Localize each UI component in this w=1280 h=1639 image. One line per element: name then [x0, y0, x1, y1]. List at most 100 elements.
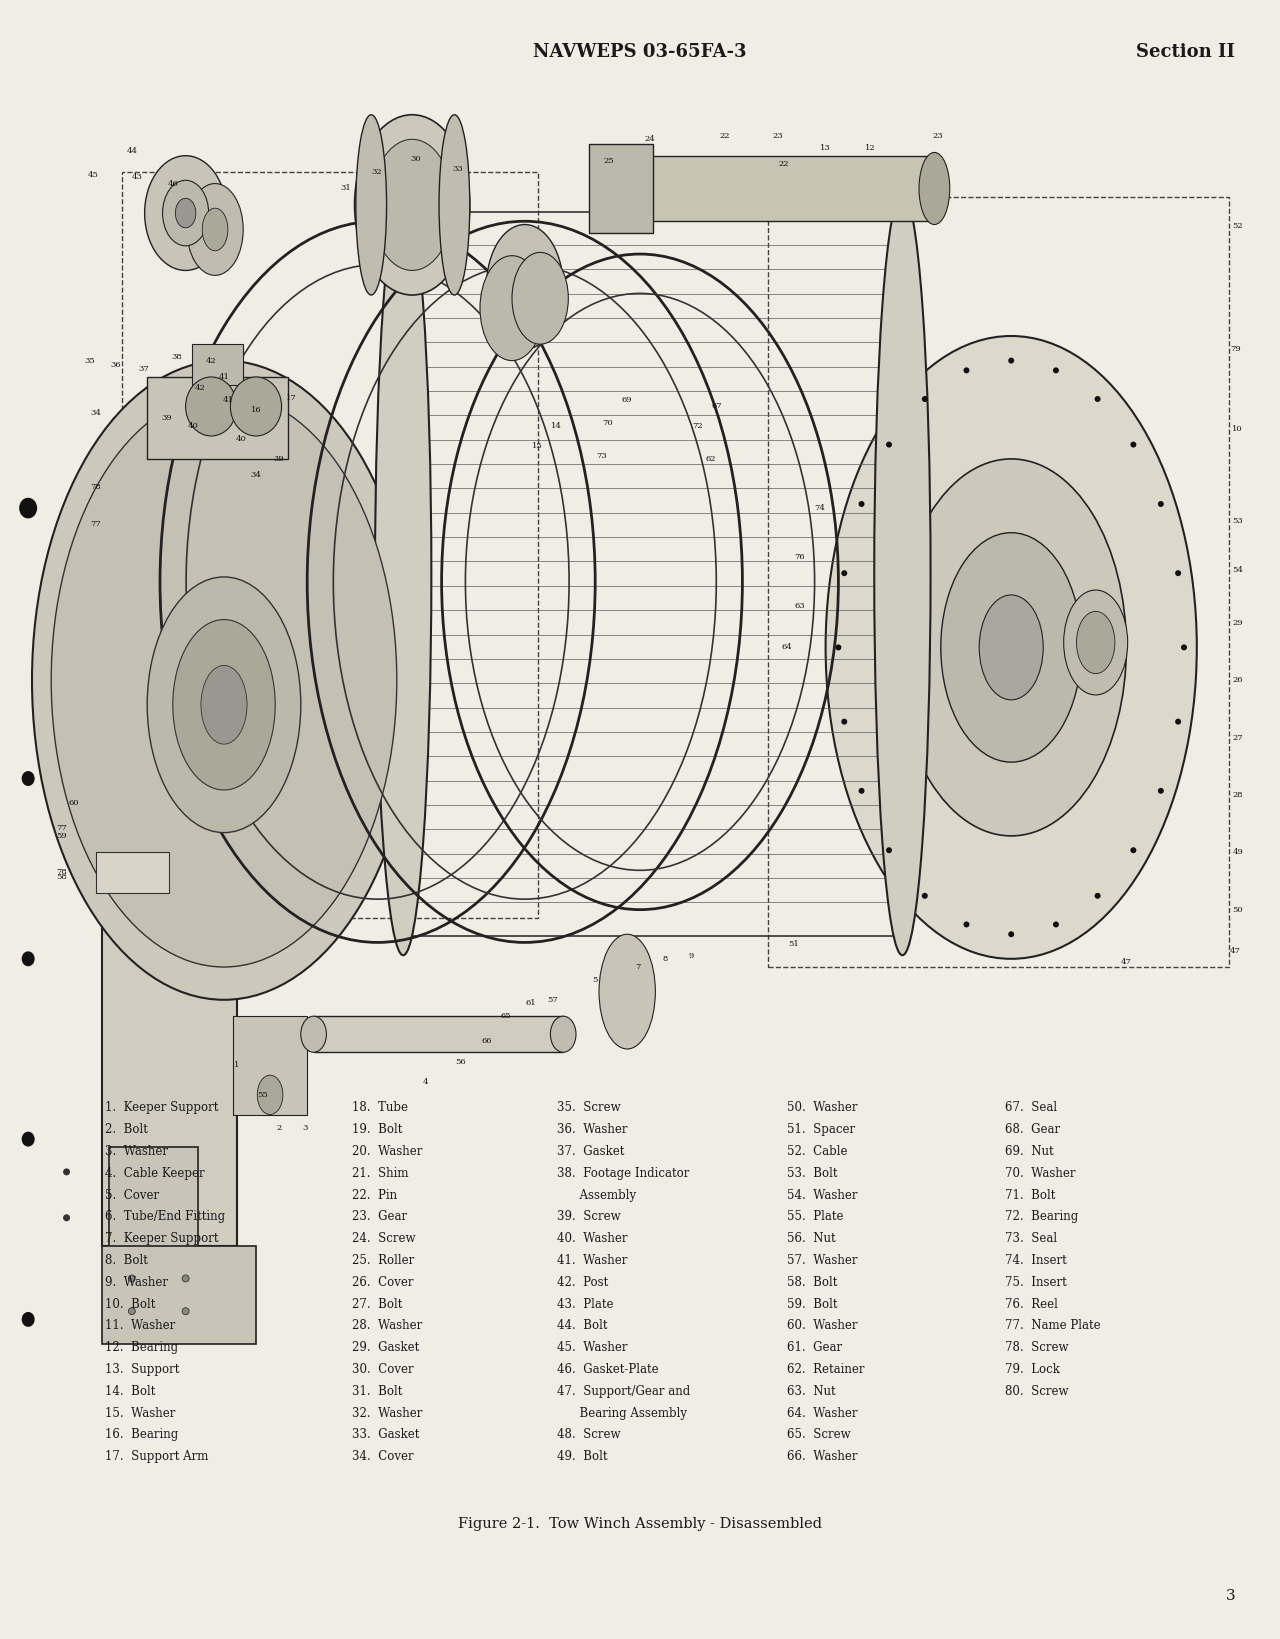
Text: 7.  Keeper Support: 7. Keeper Support — [105, 1233, 219, 1246]
Ellipse shape — [599, 934, 655, 1049]
Text: 53.  Bolt: 53. Bolt — [787, 1167, 837, 1180]
Circle shape — [128, 1308, 136, 1314]
Circle shape — [841, 570, 847, 577]
Text: 38: 38 — [172, 354, 182, 361]
Text: 28.  Washer: 28. Washer — [352, 1319, 422, 1333]
Text: 15.  Washer: 15. Washer — [105, 1406, 175, 1419]
Circle shape — [1094, 893, 1101, 898]
Text: 44.  Bolt: 44. Bolt — [557, 1319, 607, 1333]
Text: NAVWEPS 03-65FA-3: NAVWEPS 03-65FA-3 — [534, 44, 746, 61]
Text: 63: 63 — [795, 603, 805, 610]
Text: 16: 16 — [251, 406, 261, 413]
Circle shape — [841, 718, 847, 724]
Text: 29: 29 — [1233, 620, 1243, 626]
Text: 5.  Cover: 5. Cover — [105, 1188, 159, 1201]
Circle shape — [859, 788, 864, 793]
Circle shape — [128, 1275, 136, 1282]
Text: 47.  Support/Gear and: 47. Support/Gear and — [557, 1385, 690, 1398]
Text: 9.  Washer: 9. Washer — [105, 1275, 168, 1288]
Ellipse shape — [201, 665, 247, 744]
Bar — [102, 918, 237, 1246]
Text: 66: 66 — [481, 1037, 492, 1044]
Ellipse shape — [512, 252, 568, 344]
Text: 44: 44 — [127, 148, 137, 154]
Ellipse shape — [22, 1131, 35, 1147]
Text: 71.  Bolt: 71. Bolt — [1005, 1188, 1055, 1201]
Text: 62: 62 — [705, 456, 716, 462]
Ellipse shape — [979, 595, 1043, 700]
Circle shape — [1009, 357, 1014, 364]
Text: 25.  Roller: 25. Roller — [352, 1254, 415, 1267]
Circle shape — [63, 1169, 70, 1175]
Bar — [96, 852, 169, 893]
Text: 72.  Bearing: 72. Bearing — [1005, 1210, 1078, 1223]
Text: 24: 24 — [645, 136, 655, 143]
Text: 54.  Washer: 54. Washer — [787, 1188, 858, 1201]
Circle shape — [1158, 788, 1164, 793]
Text: 50.  Washer: 50. Washer — [787, 1101, 858, 1115]
Circle shape — [1175, 570, 1181, 577]
Text: 57: 57 — [548, 997, 558, 1003]
Text: 42: 42 — [206, 357, 216, 364]
Text: 9: 9 — [689, 952, 694, 959]
Text: 21.  Shim: 21. Shim — [352, 1167, 408, 1180]
Ellipse shape — [202, 208, 228, 251]
Ellipse shape — [375, 192, 431, 956]
Ellipse shape — [480, 256, 544, 361]
Circle shape — [922, 397, 928, 402]
Text: 58: 58 — [56, 874, 67, 880]
Bar — [768, 197, 1229, 967]
Text: 78: 78 — [56, 869, 67, 875]
Text: 7: 7 — [635, 964, 640, 970]
Text: 4: 4 — [422, 1078, 428, 1085]
Text: 12.  Bearing: 12. Bearing — [105, 1341, 178, 1354]
Text: 26.  Cover: 26. Cover — [352, 1275, 413, 1288]
Circle shape — [1130, 441, 1137, 447]
Ellipse shape — [550, 1016, 576, 1052]
Ellipse shape — [896, 459, 1126, 836]
Text: 70: 70 — [603, 420, 613, 426]
Text: 49: 49 — [1233, 849, 1243, 856]
Text: 35: 35 — [84, 357, 95, 364]
Text: 8.  Bolt: 8. Bolt — [105, 1254, 147, 1267]
Text: 65.  Screw: 65. Screw — [787, 1429, 851, 1441]
Text: 74.  Insert: 74. Insert — [1005, 1254, 1066, 1267]
Text: 39: 39 — [161, 415, 172, 421]
Text: 64.  Washer: 64. Washer — [787, 1406, 858, 1419]
Text: 3.  Washer: 3. Washer — [105, 1146, 168, 1159]
Text: 23: 23 — [773, 133, 783, 139]
Text: 28: 28 — [1233, 792, 1243, 798]
Text: 16.  Bearing: 16. Bearing — [105, 1429, 178, 1441]
Ellipse shape — [439, 115, 470, 295]
Text: 78.  Screw: 78. Screw — [1005, 1341, 1069, 1354]
Text: 43.  Plate: 43. Plate — [557, 1298, 613, 1311]
Text: 22: 22 — [778, 161, 788, 167]
Text: 31: 31 — [340, 185, 351, 192]
Text: 2: 2 — [276, 1124, 282, 1131]
Text: 65: 65 — [500, 1013, 511, 1019]
Text: 52.  Cable: 52. Cable — [787, 1146, 847, 1159]
Text: 61.  Gear: 61. Gear — [787, 1341, 842, 1354]
Text: 53: 53 — [1233, 518, 1243, 524]
Ellipse shape — [175, 198, 196, 228]
Circle shape — [1175, 718, 1181, 724]
Bar — [602, 156, 934, 221]
Text: 73.  Seal: 73. Seal — [1005, 1233, 1057, 1246]
Text: 3: 3 — [1225, 1590, 1235, 1603]
Circle shape — [964, 367, 969, 374]
Text: 11.  Washer: 11. Washer — [105, 1319, 175, 1333]
Ellipse shape — [163, 180, 209, 246]
Text: 38.  Footage Indicator: 38. Footage Indicator — [557, 1167, 689, 1180]
Text: 23.  Gear: 23. Gear — [352, 1210, 407, 1223]
Text: 40: 40 — [236, 436, 246, 443]
Ellipse shape — [486, 225, 563, 349]
Text: 46.  Gasket-Plate: 46. Gasket-Plate — [557, 1364, 658, 1377]
Text: 34.  Cover: 34. Cover — [352, 1451, 413, 1464]
Ellipse shape — [356, 115, 387, 295]
Ellipse shape — [19, 498, 37, 518]
Circle shape — [182, 1308, 189, 1314]
Circle shape — [1130, 847, 1137, 854]
Circle shape — [1094, 397, 1101, 402]
Text: 41.  Washer: 41. Washer — [557, 1254, 627, 1267]
Text: 49.  Bolt: 49. Bolt — [557, 1451, 607, 1464]
